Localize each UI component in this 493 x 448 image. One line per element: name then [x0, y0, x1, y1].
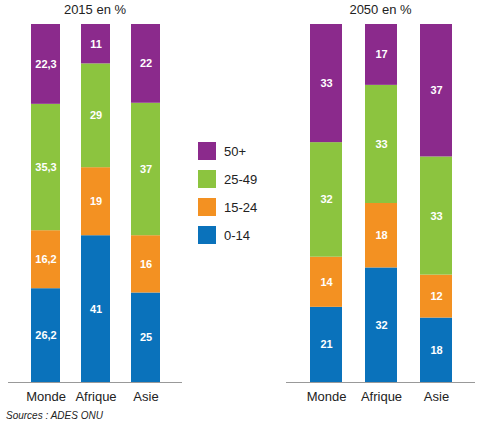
- svg-text:Asie: Asie: [424, 389, 449, 404]
- svg-text:18: 18: [430, 344, 442, 356]
- svg-text:16,2: 16,2: [35, 253, 56, 265]
- svg-text:Monde: Monde: [307, 389, 347, 404]
- html-text:0-14: 0-14: [224, 227, 250, 243]
- svg-text:Afrique: Afrique: [75, 389, 116, 404]
- html-text:2050 en %: 2050 en %: [349, 2, 412, 17]
- svg-text:35,3: 35,3: [35, 161, 56, 173]
- svg-text:18: 18: [375, 229, 387, 241]
- svg-text:11: 11: [90, 38, 102, 50]
- svg-text:Afrique: Afrique: [361, 389, 402, 404]
- svg-text:19: 19: [90, 195, 102, 207]
- svg-text:37: 37: [430, 84, 442, 96]
- html-text:Sources : ADES ONU: Sources : ADES ONU: [6, 410, 103, 421]
- html-text:25-49: 25-49: [224, 171, 258, 187]
- svg-text:22,3: 22,3: [35, 58, 56, 70]
- svg-text:12: 12: [430, 290, 442, 302]
- svg-text:17: 17: [375, 48, 387, 60]
- svg-text:25: 25: [140, 331, 152, 343]
- svg-text:Asie: Asie: [133, 389, 158, 404]
- html-text:2015 en %: 2015 en %: [63, 2, 127, 17]
- svg-text:16: 16: [140, 258, 152, 270]
- svg-text:29: 29: [90, 109, 102, 121]
- html-text:50+: 50+: [224, 143, 247, 159]
- html-text:15-24: 15-24: [224, 199, 258, 215]
- svg-text:41: 41: [90, 303, 102, 315]
- svg-text:33: 33: [430, 210, 442, 222]
- svg-text:26,2: 26,2: [35, 329, 56, 341]
- svg-text:14: 14: [320, 276, 333, 288]
- svg-text:32: 32: [375, 319, 387, 331]
- svg-text:37: 37: [140, 163, 152, 175]
- svg-text:Monde: Monde: [26, 389, 66, 404]
- svg-text:33: 33: [320, 77, 332, 89]
- svg-text:22: 22: [140, 57, 152, 69]
- svg-text:32: 32: [320, 193, 332, 205]
- svg-text:33: 33: [375, 138, 387, 150]
- svg-text:21: 21: [320, 338, 332, 350]
